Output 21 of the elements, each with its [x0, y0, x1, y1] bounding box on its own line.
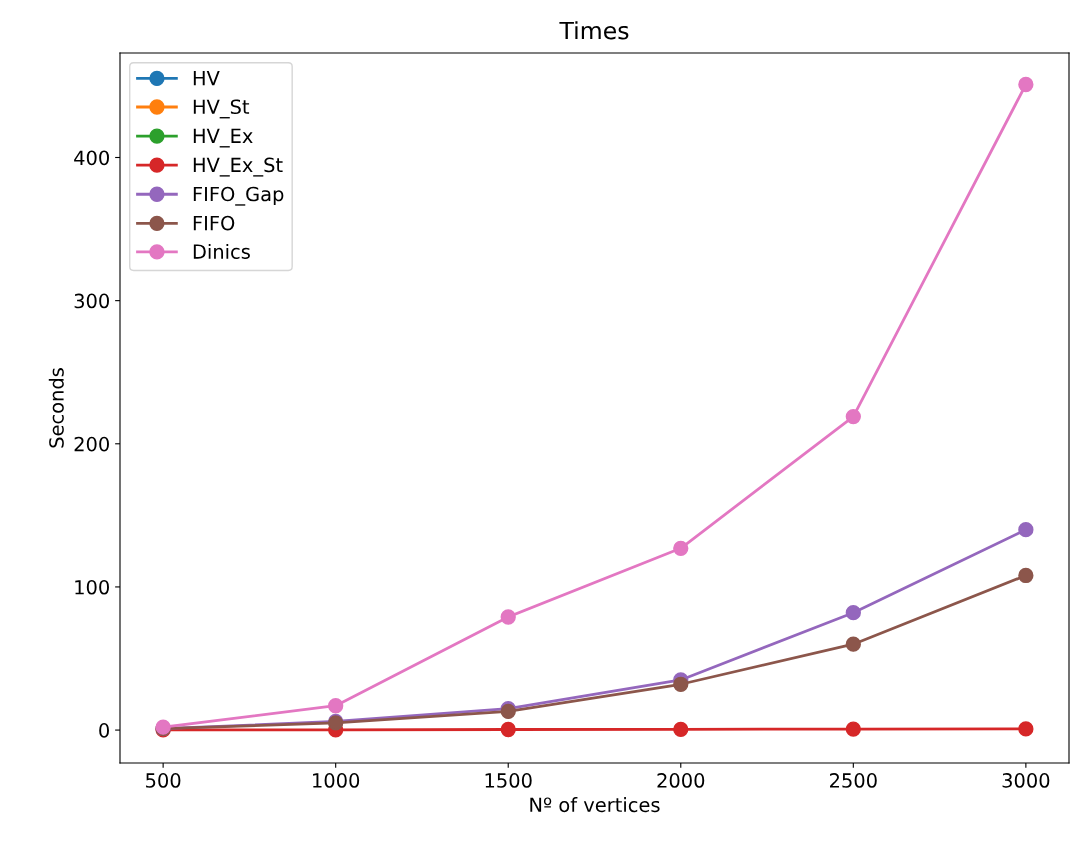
x-axis-title: Nº of vertices	[530, 797, 660, 813]
chart-title: Times	[559, 21, 629, 40]
y-tick-label: 400	[74, 150, 109, 166]
y-tick-label: 0	[99, 723, 109, 738]
x-tick-label: 1500	[485, 773, 532, 788]
x-tick-label: 2000	[657, 773, 705, 788]
legend-label: FIFO_Gap	[193, 186, 284, 206]
legend-label: HV_Ex_St	[193, 157, 283, 177]
legend-label: Dinics	[193, 243, 250, 259]
x-tick-label: 500	[146, 773, 181, 788]
legend-label: FIFO	[193, 215, 235, 231]
x-tick-label: 1000	[313, 773, 360, 788]
legend-label: HV_St	[193, 99, 250, 119]
y-tick-label: 200	[74, 436, 109, 452]
y-tick-label: 300	[74, 293, 109, 309]
y-axis-title: Seconds	[48, 368, 64, 448]
legend-label: HV_Ex	[193, 128, 253, 148]
x-tick-label: 2500	[830, 773, 877, 788]
x-tick-label: 3000	[1002, 773, 1050, 788]
legend-label: HV	[193, 71, 220, 86]
y-tick-label: 100	[75, 579, 109, 595]
